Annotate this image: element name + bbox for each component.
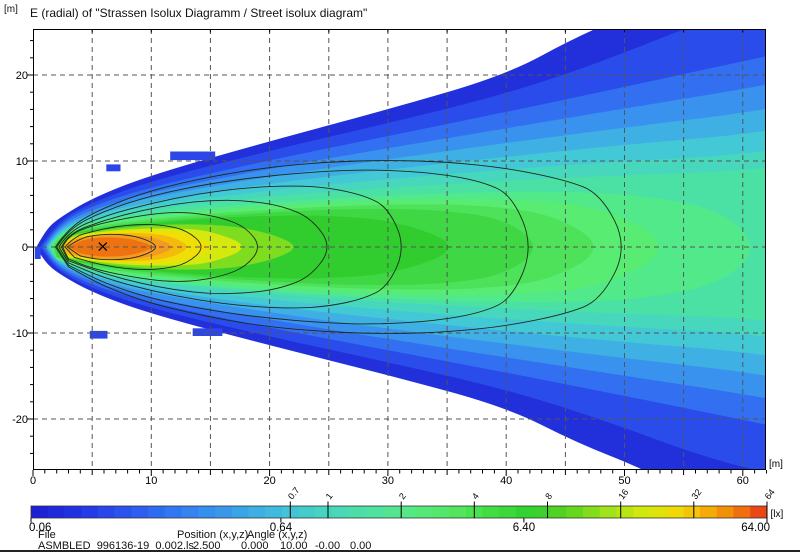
svg-text:30: 30: [382, 475, 394, 487]
axis-ticks: [27, 29, 767, 476]
svg-text:64.00: 64.00: [741, 522, 770, 534]
illuminance-field: [34, 29, 766, 470]
position-label: Position (x,y,z): [177, 529, 249, 541]
position-z-value: 10.00: [280, 540, 308, 552]
svg-text:2: 2: [397, 491, 408, 501]
isolux-contour-lines: [54, 160, 622, 334]
svg-text:50: 50: [618, 475, 630, 487]
svg-text:4: 4: [470, 491, 481, 501]
colorbar-unit-label: [lx]: [771, 509, 784, 520]
svg-text:10: 10: [16, 156, 28, 168]
svg-text:16: 16: [616, 487, 630, 501]
svg-text:6.40: 6.40: [513, 522, 535, 534]
colorbar-level-labels: 0.7 1 2 4 8 16 32 64: [286, 485, 777, 501]
position-x-value: 2.500: [193, 540, 221, 552]
position-y-value: 0.000: [241, 540, 269, 552]
svg-text:0.7: 0.7: [286, 485, 302, 501]
angle-label: Angle (x,y,z): [247, 529, 308, 541]
svg-text:0.06: 0.06: [29, 522, 51, 534]
x-axis-unit-label: [m]: [769, 459, 783, 470]
luminaire-marker: [98, 242, 108, 252]
page-title: E (radial) of "Strassen Isolux Diagramm …: [30, 6, 368, 20]
y-axis-unit-label: [m]: [4, 4, 18, 15]
svg-text:20: 20: [263, 475, 275, 487]
window-bottom-edge: [0, 550, 800, 552]
svg-text:1: 1: [324, 491, 335, 501]
colorbar: 0.7 1 2 4 8 16 32 64 0.06 0.64 6.40 64.00[lx]: [29, 485, 784, 534]
svg-text:32: 32: [689, 487, 703, 501]
svg-text:64: 64: [763, 487, 777, 501]
svg-text:10: 10: [145, 475, 157, 487]
angle-y-value: 0.00: [350, 540, 372, 552]
svg-text:-10: -10: [12, 328, 28, 340]
svg-text:0.64: 0.64: [270, 522, 293, 534]
angle-x-value: -0.00: [315, 540, 341, 552]
svg-text:8: 8: [543, 491, 554, 501]
colorbar-scale-labels: 0.06 0.64 6.40 64.00[lx]: [29, 509, 784, 534]
svg-text:40: 40: [500, 475, 512, 487]
axis-tick-labels: 0 10 20 30 40 50 60 20 10 0 -10 -20 [m]: [12, 70, 783, 487]
gridlines: [33, 29, 766, 470]
svg-text:-20: -20: [12, 414, 28, 426]
file-value: ASMBLED_996136-19_0.002.ls: [38, 540, 194, 552]
svg-text:20: 20: [16, 70, 28, 82]
file-label: File: [38, 529, 56, 541]
svg-text:0: 0: [22, 242, 28, 254]
svg-text:0: 0: [30, 475, 36, 487]
svg-text:60: 60: [737, 475, 749, 487]
plot-frame: [33, 29, 766, 470]
